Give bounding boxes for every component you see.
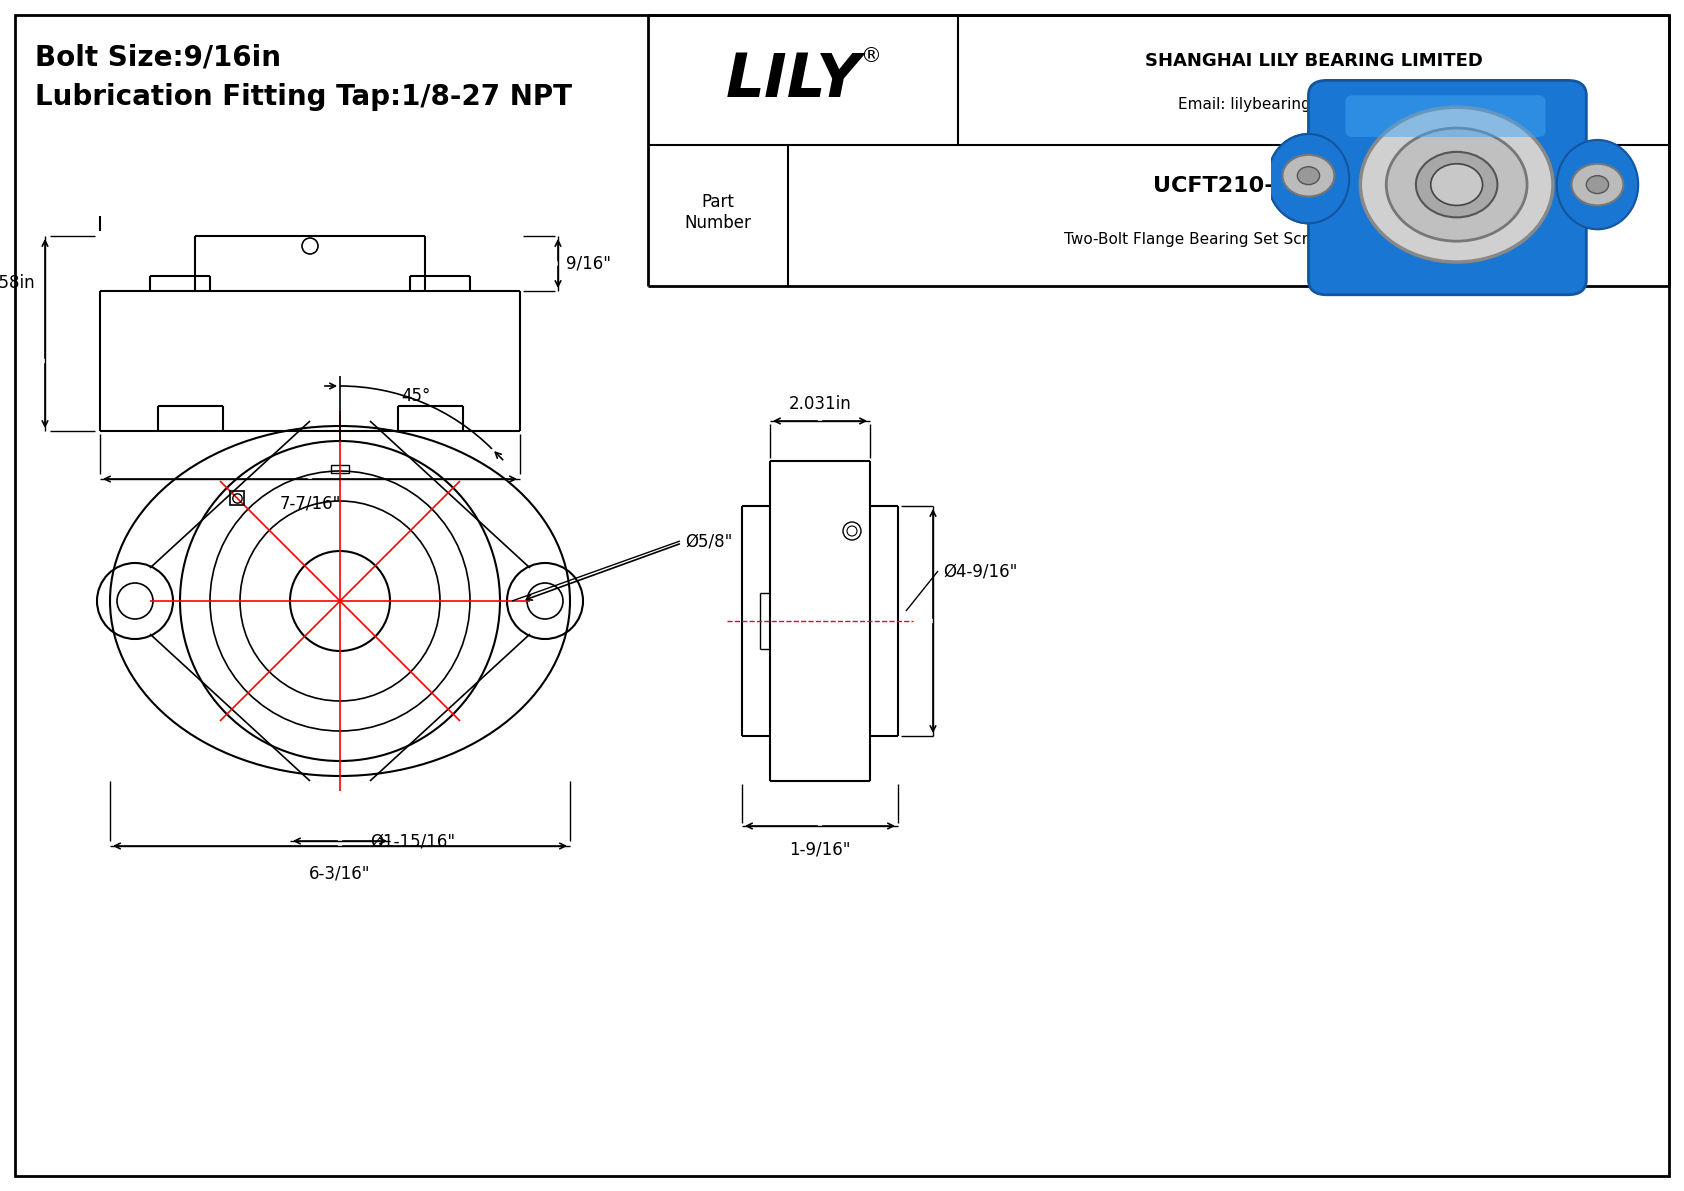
Text: ®: ®: [861, 46, 881, 66]
Ellipse shape: [1556, 141, 1639, 229]
Bar: [231, 492, 244, 505]
Text: 1-9/16": 1-9/16": [790, 841, 850, 859]
Bar: [332, 464, 349, 473]
Text: Two-Bolt Flange Bearing Set Screw Locking: Two-Bolt Flange Bearing Set Screw Lockin…: [1064, 232, 1393, 248]
Text: Part
Number: Part Number: [685, 193, 751, 232]
Text: Lubrication Fitting Tap:1/8-27 NPT: Lubrication Fitting Tap:1/8-27 NPT: [35, 83, 573, 111]
Text: Ø1-15/16": Ø1-15/16": [370, 833, 455, 850]
Text: LILY: LILY: [726, 50, 861, 110]
Text: UCFT210-31: UCFT210-31: [1154, 176, 1303, 195]
Text: Email: lilybearing@lily-bearing.com: Email: lilybearing@lily-bearing.com: [1177, 96, 1450, 112]
Circle shape: [1431, 163, 1482, 205]
Text: 6-3/16": 6-3/16": [310, 863, 370, 883]
Circle shape: [1571, 163, 1623, 205]
Text: SHANGHAI LILY BEARING LIMITED: SHANGHAI LILY BEARING LIMITED: [1145, 52, 1482, 70]
Circle shape: [1416, 151, 1497, 218]
Circle shape: [1386, 129, 1527, 241]
Text: 2.031in: 2.031in: [788, 395, 852, 413]
Text: 9/16": 9/16": [566, 255, 611, 273]
Text: Ø5/8": Ø5/8": [685, 532, 733, 550]
Text: 2.158in: 2.158in: [0, 274, 35, 293]
FancyBboxPatch shape: [1346, 95, 1546, 137]
Text: 45°: 45°: [401, 387, 431, 405]
Ellipse shape: [1268, 133, 1349, 224]
Circle shape: [1297, 167, 1320, 185]
Circle shape: [1586, 176, 1608, 194]
FancyBboxPatch shape: [1308, 81, 1586, 295]
Circle shape: [1361, 107, 1553, 262]
Circle shape: [1283, 155, 1334, 197]
Text: Ø4-9/16": Ø4-9/16": [943, 562, 1017, 580]
Text: Bolt Size:9/16in: Bolt Size:9/16in: [35, 43, 281, 71]
Ellipse shape: [1268, 133, 1349, 224]
Text: 7-7/16": 7-7/16": [280, 494, 340, 512]
